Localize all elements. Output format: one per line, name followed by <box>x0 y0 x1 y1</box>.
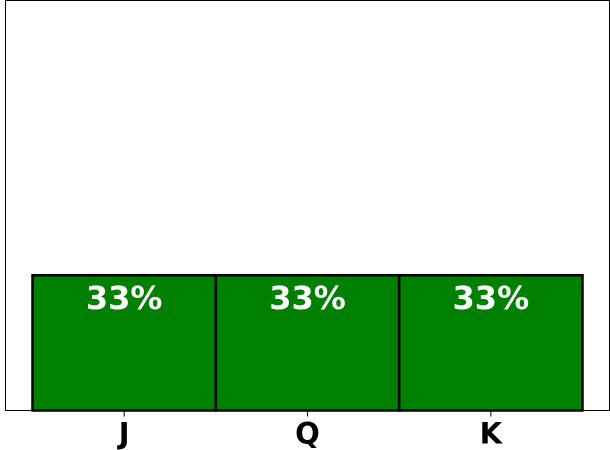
data-label-q: 33% <box>269 279 346 317</box>
bar-q <box>214 273 401 412</box>
data-label-j: 33% <box>86 279 163 317</box>
data-labels-group: 33% 33% 33% <box>86 279 529 317</box>
bars-group <box>31 273 584 412</box>
x-tick-label-k: K <box>480 417 504 450</box>
bar-k <box>397 273 584 412</box>
x-tick-label-j: J <box>117 417 130 450</box>
x-tick-label-q: Q <box>295 417 320 450</box>
data-label-k: 33% <box>453 279 530 317</box>
